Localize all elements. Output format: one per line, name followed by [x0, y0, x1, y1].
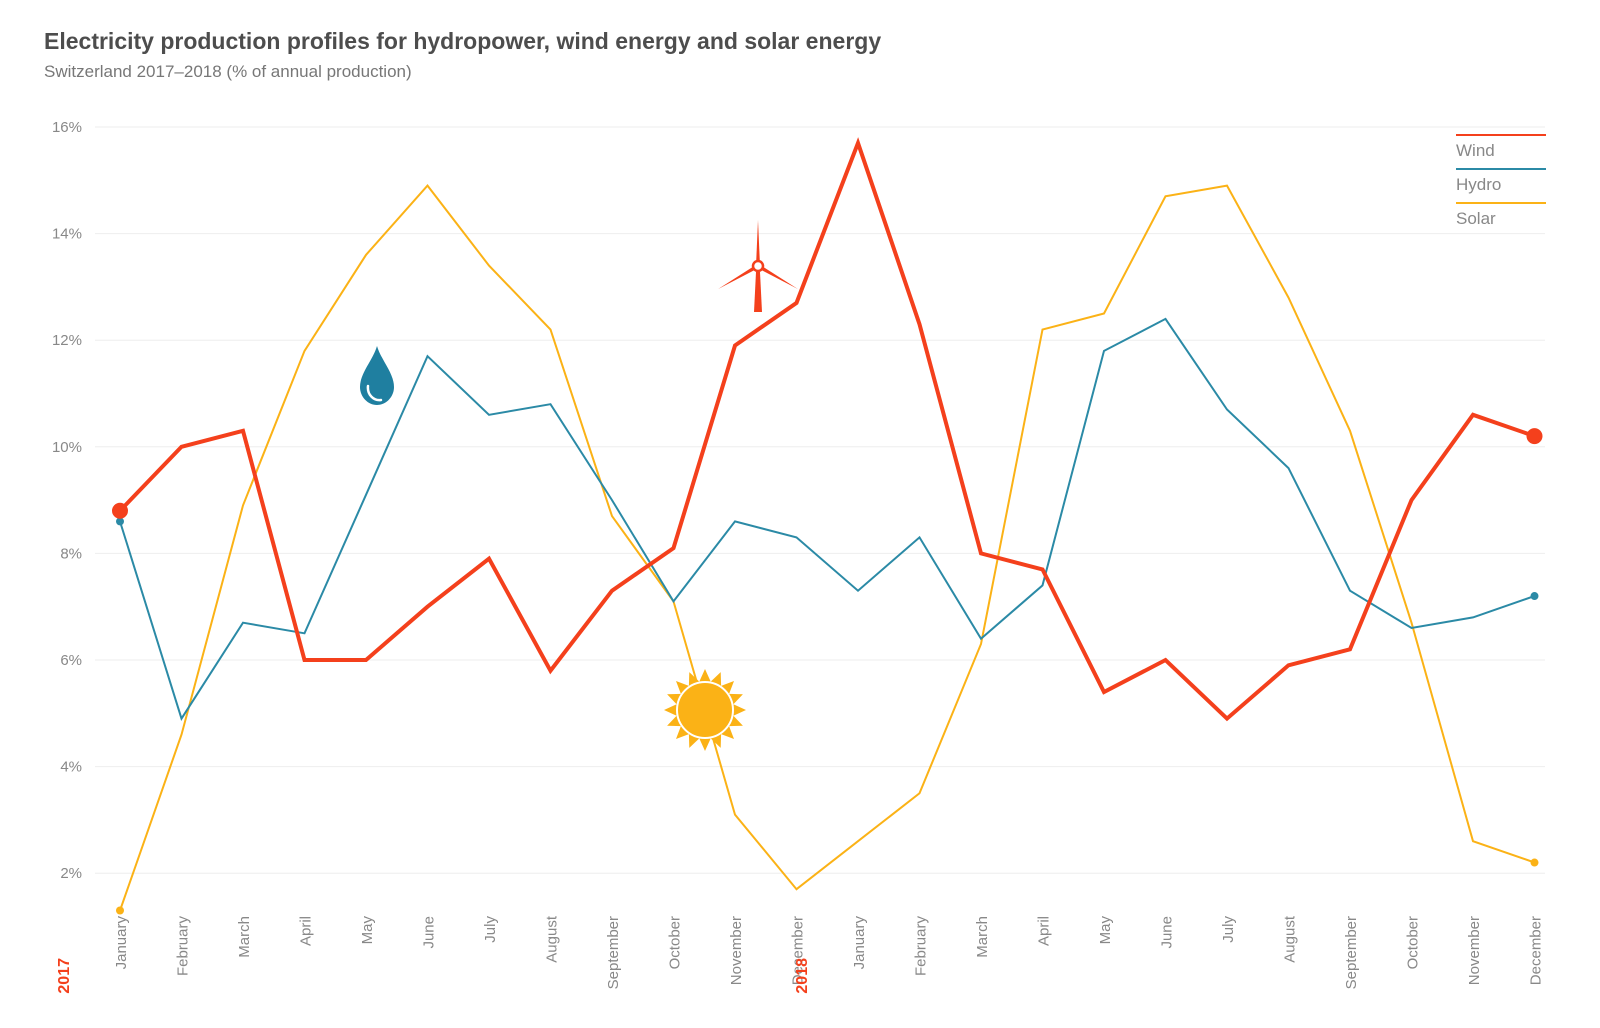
x-tick-label: October [667, 916, 684, 969]
x-tick-label: March [974, 916, 991, 958]
y-tick-label: 12% [52, 332, 82, 349]
x-tick-label: August [1282, 915, 1299, 963]
hydro-point [1530, 592, 1539, 601]
year-label: 2018 [794, 958, 811, 994]
hydro-point [116, 517, 124, 526]
wind-turbine-icon [718, 220, 798, 312]
x-tick-label: July [1220, 916, 1237, 943]
x-tick-label: April [1036, 916, 1053, 946]
series-lines [112, 137, 1543, 915]
x-tick-label: May [359, 916, 376, 945]
x-tick-label: October [1405, 916, 1422, 969]
x-tick-label: June [1159, 916, 1176, 949]
x-tick-label: April [298, 916, 315, 946]
hydro-series-line [119, 317, 1535, 721]
wind-point [1526, 428, 1543, 445]
y-axis-ticks: 2% 4% 6% 8% 10% 12% 14% 16% [52, 119, 82, 882]
x-tick-label: August [544, 915, 561, 963]
legend-label: Hydro [1456, 175, 1501, 194]
y-tick-label: 6% [60, 652, 82, 669]
y-tick-label: 4% [60, 759, 82, 776]
x-axis-ticks: January February March April May June July Augu… [56, 915, 1545, 993]
sun-icon [664, 669, 746, 751]
x-tick-label: September [1343, 916, 1360, 989]
legend-label: Solar [1456, 209, 1496, 228]
chart-subtitle: Switzerland 2017–2018 (% of annual produ… [44, 62, 412, 81]
x-tick-label: July [482, 916, 499, 943]
x-tick-label: March [236, 916, 253, 958]
x-tick-label: September [605, 916, 622, 989]
solar-point [1530, 858, 1539, 867]
x-tick-label: January [851, 916, 868, 970]
wind-series-line [118, 137, 1536, 722]
x-tick-label: February [913, 916, 930, 977]
legend: Wind Hydro Solar [1456, 134, 1546, 228]
y-tick-label: 2% [60, 865, 82, 882]
solar-series-line [119, 184, 1535, 911]
solar-point [116, 906, 124, 915]
chart-title: Electricity production profiles for hydr… [44, 28, 882, 54]
x-tick-label: December [1528, 916, 1545, 985]
x-tick-label: May [1097, 916, 1114, 945]
x-tick-label: November [1466, 916, 1483, 985]
x-tick-label: December [790, 916, 807, 985]
y-tick-label: 16% [52, 119, 82, 136]
grid-lines [95, 126, 1545, 874]
wind-point [112, 502, 128, 519]
x-tick-label: January [113, 916, 130, 970]
water-drop-icon [360, 346, 394, 405]
x-tick-label: February [175, 916, 192, 977]
x-tick-label: June [421, 916, 438, 949]
y-tick-label: 8% [60, 545, 82, 562]
x-tick-label: November [728, 916, 745, 985]
y-tick-label: 10% [52, 439, 82, 456]
legend-label: Wind [1456, 141, 1495, 160]
y-tick-label: 14% [52, 226, 82, 243]
year-label: 2017 [56, 958, 73, 994]
